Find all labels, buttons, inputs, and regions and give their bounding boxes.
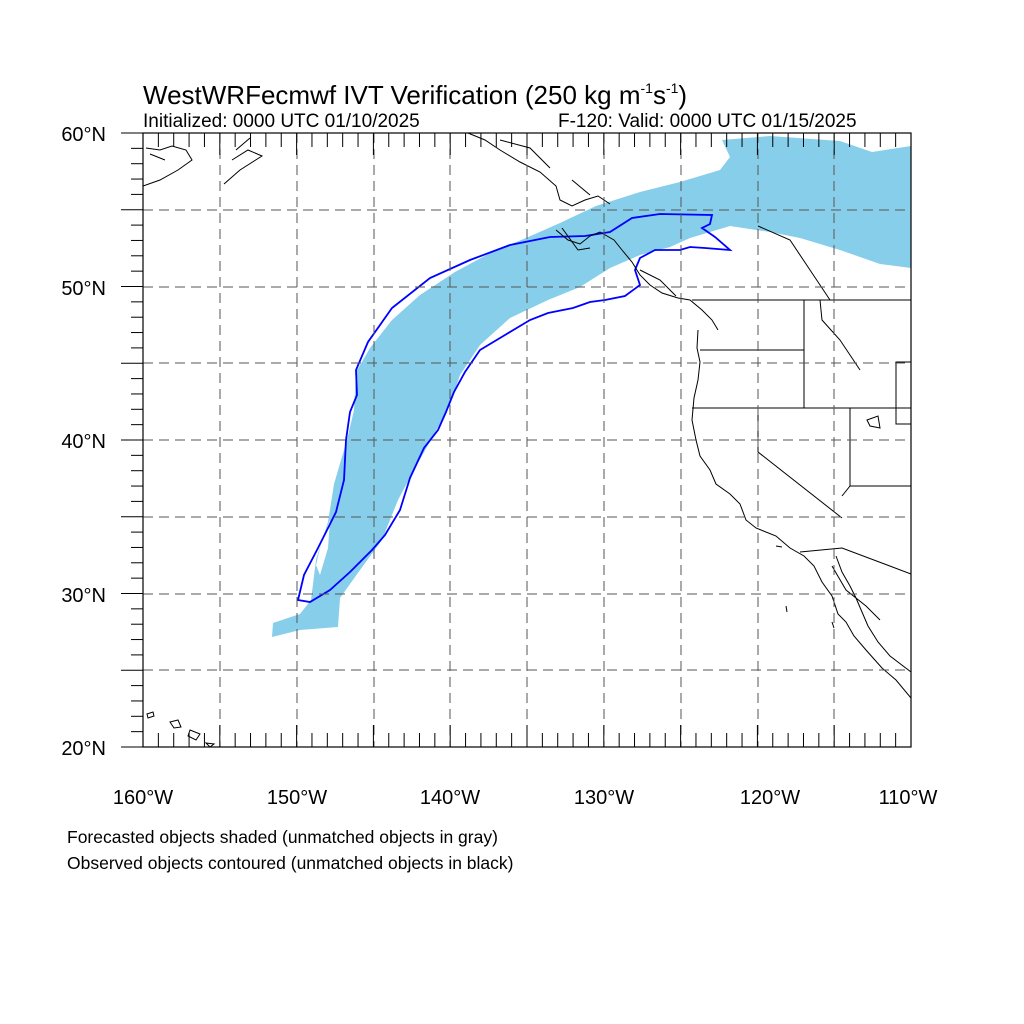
baja-peninsula bbox=[831, 555, 911, 673]
hawaii-islands bbox=[146, 711, 216, 747]
observed-ivt-contour bbox=[296, 213, 733, 603]
canada-interior bbox=[757, 225, 861, 371]
observed-object-layer bbox=[296, 213, 733, 603]
lon-labels: 160°W 150°W 140°W 130°W 120°W 110°W bbox=[113, 787, 938, 809]
bc-coast bbox=[555, 227, 719, 331]
lon-label-110w: 110°W bbox=[879, 787, 938, 809]
title-unit-exponent-1: -1 bbox=[640, 80, 653, 96]
forecast-ivt-object bbox=[272, 136, 911, 637]
lon-label-150w: 150°W bbox=[267, 787, 327, 809]
lon-label-120w: 120°W bbox=[740, 787, 800, 809]
lon-label-140w: 140°W bbox=[420, 787, 480, 809]
alaska-coast bbox=[143, 133, 611, 207]
gridlines bbox=[143, 133, 911, 747]
lon-label-130w: 130°W bbox=[574, 787, 634, 809]
initialized-time: Initialized: 0000 UTC 01/10/2025 bbox=[143, 111, 420, 132]
forecast-object-layer bbox=[272, 136, 911, 637]
title-close: ) bbox=[678, 80, 688, 110]
legend-forecast-note: Forecasted objects shaded (unmatched obj… bbox=[67, 827, 498, 847]
title-unit-s: s bbox=[652, 80, 666, 110]
axis-ticks bbox=[121, 132, 912, 748]
lat-labels: 20°N 30°N 40°N 50°N 60°N bbox=[61, 124, 106, 760]
lat-label-30: 30°N bbox=[61, 585, 106, 607]
legend-observed-note: Observed objects contoured (unmatched ob… bbox=[67, 853, 514, 873]
lat-label-60: 60°N bbox=[61, 124, 106, 146]
lon-label-160w: 160°W bbox=[113, 787, 173, 809]
forecast-ivt-object-notch bbox=[316, 520, 330, 575]
channel-islands bbox=[775, 415, 881, 629]
lat-label-40: 40°N bbox=[61, 431, 106, 453]
valid-time: F-120: Valid: 0000 UTC 01/15/2025 bbox=[558, 111, 857, 132]
us-state-borders bbox=[692, 299, 911, 575]
title-main: WestWRFecmwf IVT Verification (250 kg m bbox=[143, 80, 641, 110]
lat-label-50: 50°N bbox=[61, 278, 106, 300]
figure-title: WestWRFecmwf IVT Verification (250 kg m-… bbox=[143, 72, 687, 111]
us-west-coast bbox=[691, 329, 911, 699]
title-unit-exponent-2: -1 bbox=[665, 80, 679, 96]
lat-label-20: 20°N bbox=[61, 738, 106, 760]
coastline-layer bbox=[143, 133, 911, 747]
